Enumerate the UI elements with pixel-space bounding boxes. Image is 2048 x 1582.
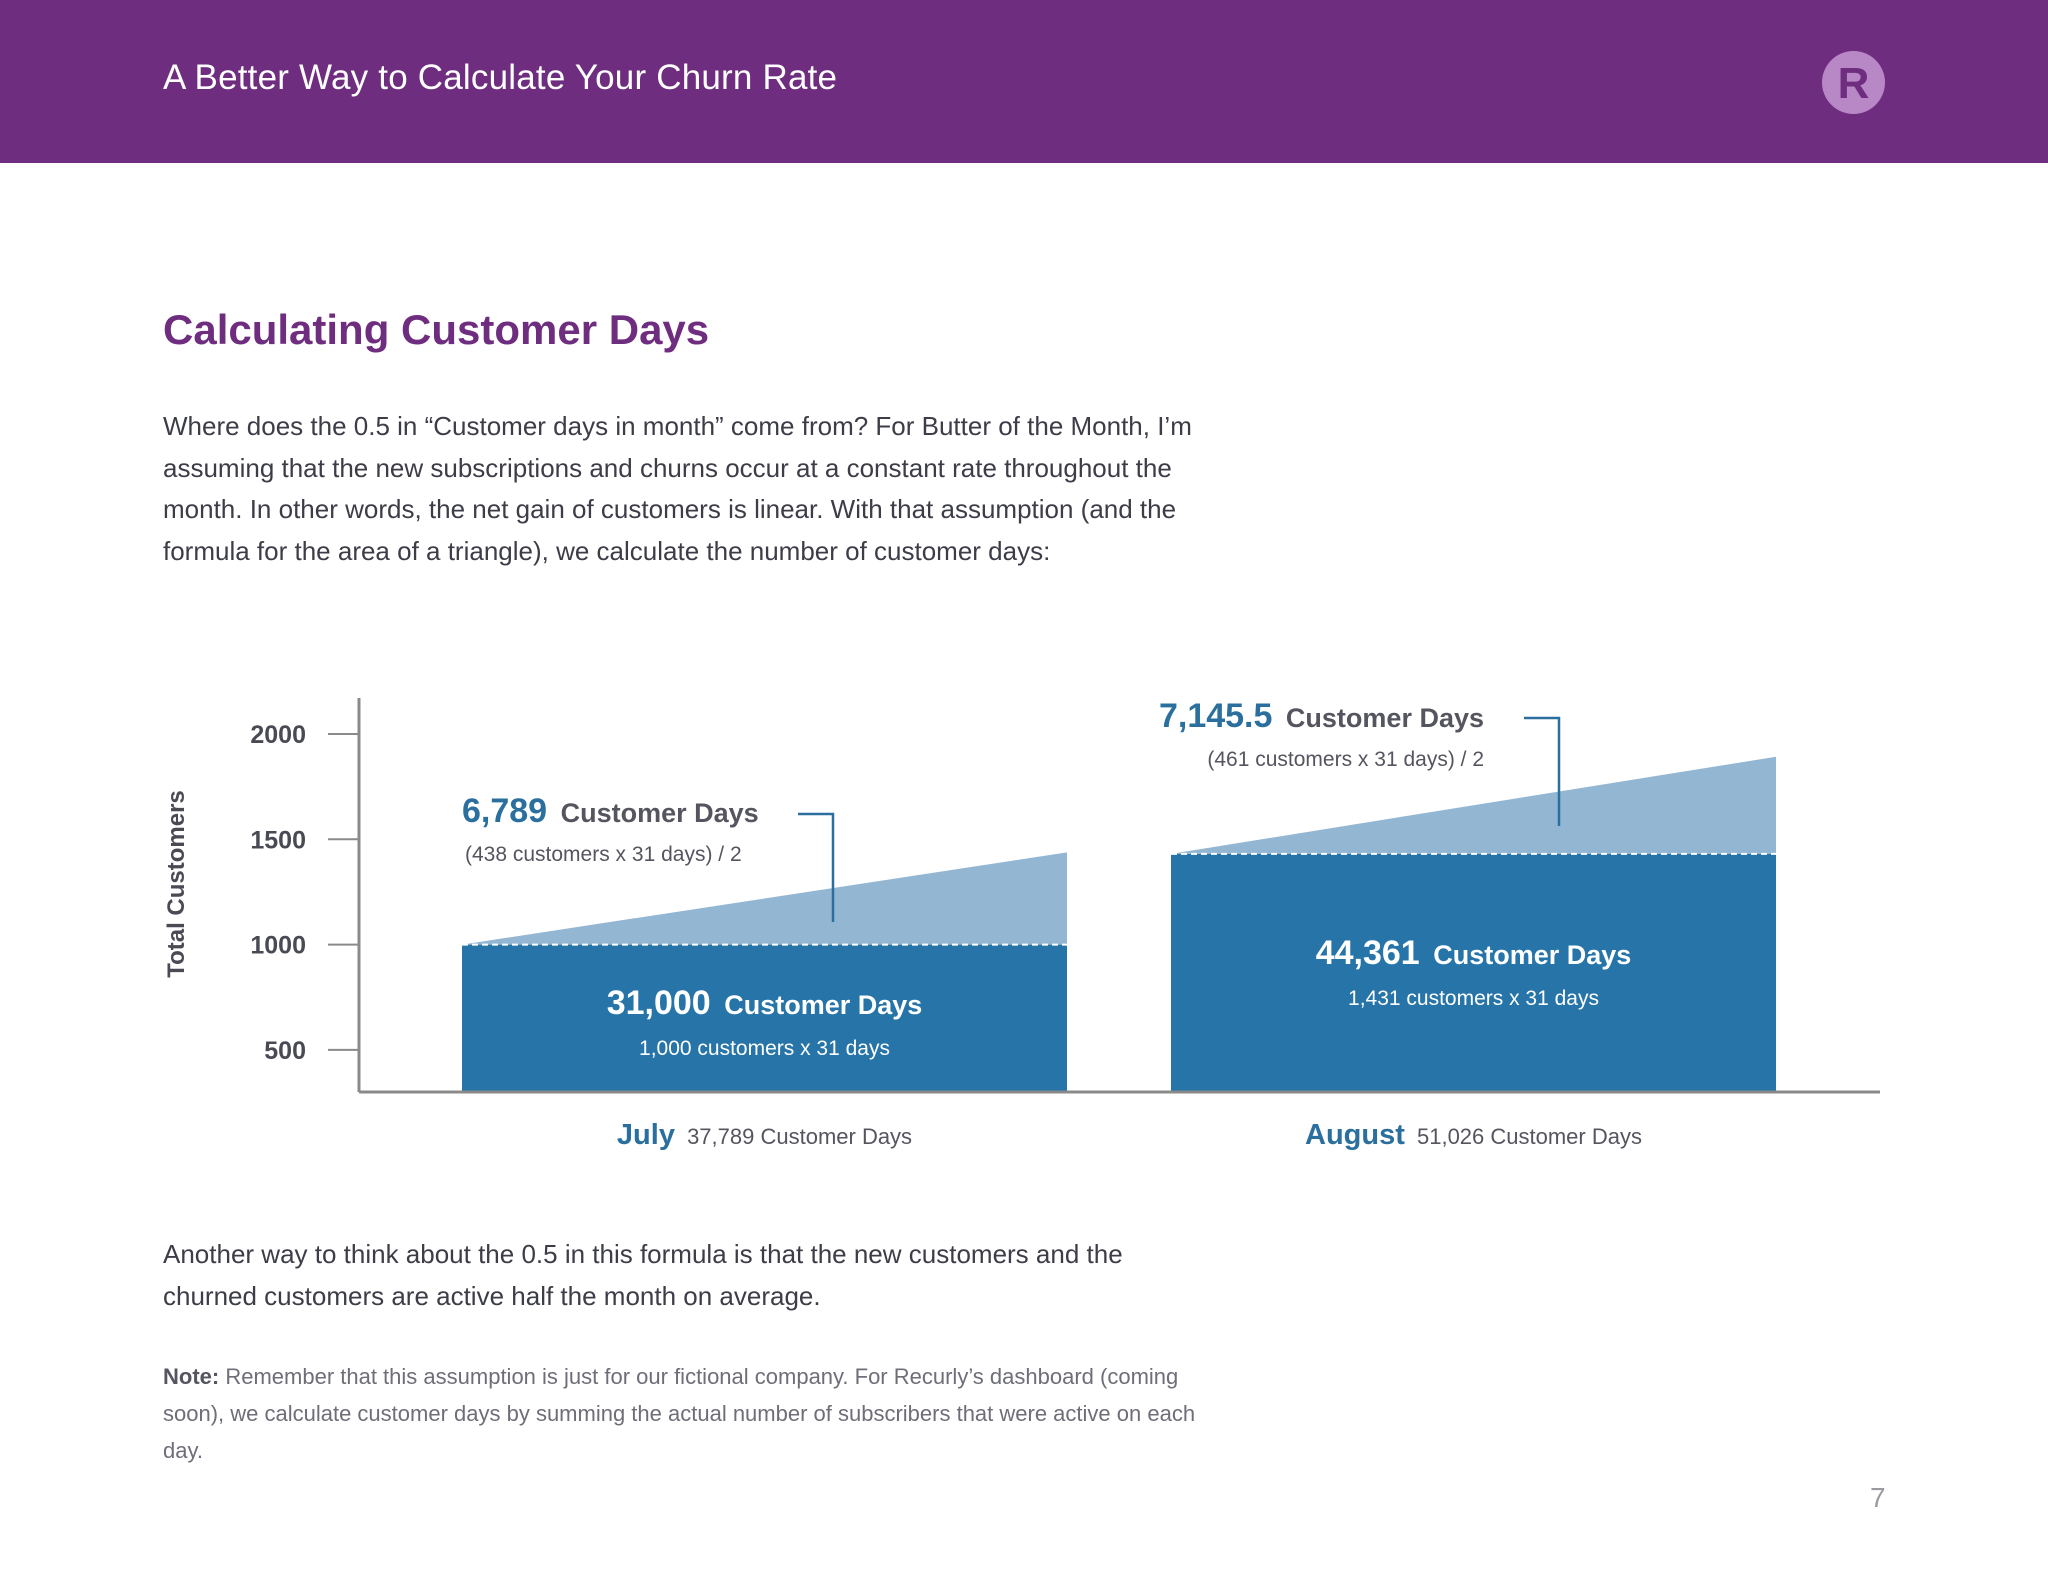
y-tick-label-2000: 2000 [250, 721, 306, 749]
note-label: Note: [163, 1364, 220, 1389]
chart-areas [462, 756, 1776, 1092]
recurly-logo-icon: R [1822, 51, 1885, 114]
chart-axes [357, 698, 1880, 1094]
triangle-value-label-august: 7,145.5 Customer Days [1159, 697, 1484, 735]
base-value-label-august: 44,361 Customer Days [1316, 934, 1632, 972]
callout-line-july [798, 812, 835, 922]
triangle-growth-july [462, 852, 1067, 945]
bar-base-august [1171, 853, 1776, 1092]
footnote: Note: Remember that this assumption is j… [163, 1358, 1223, 1469]
base-value-label-july: 31,000 Customer Days [607, 984, 923, 1022]
chart-labels: July 37,789 Customer Days August 51,026 C… [617, 1119, 1642, 1151]
base-formula-august: 1,431 customers x 31 days [1348, 987, 1599, 1010]
triangle-value-label-july: 6,789 Customer Days [462, 792, 759, 830]
intro-paragraph: Where does the 0.5 in “Customer days in … [163, 411, 1192, 566]
month-label-july: July 37,789 Customer Days [617, 1119, 912, 1151]
base-formula-july: 1,000 customers x 31 days [639, 1037, 890, 1060]
y-tick-label-1000: 1000 [250, 932, 306, 960]
triangle-formula-july: (438 customers x 31 days) / 2 [465, 843, 742, 866]
note-text: Remember that this assumption is just fo… [163, 1364, 1196, 1463]
y-tick-label-1500: 1500 [250, 826, 306, 854]
y-axis-label: Total Customers [163, 790, 190, 978]
page-number: 7 [1870, 1482, 1886, 1513]
logo-letter: R [1837, 59, 1870, 108]
chart-callouts: 6,789 Customer Days (438 customers x 31 d… [462, 697, 1631, 1060]
page-header: A Better Way to Calculate Your Churn Rat… [0, 0, 2048, 163]
month-label-august: August 51,026 Customer Days [1305, 1119, 1642, 1151]
document-title: A Better Way to Calculate Your Churn Rat… [163, 58, 838, 97]
callout-line-august [1524, 716, 1561, 826]
y-tick-label-500: 500 [264, 1037, 306, 1065]
chart-y-ticks: 500 1000 1500 2000 Total Customers [163, 721, 359, 1065]
customer-days-chart: 500 1000 1500 2000 Total Customers 6,789 Cus… [163, 697, 1880, 1151]
section-title: Calculating Customer Days [163, 306, 710, 353]
triangle-formula-august: (461 customers x 31 days) / 2 [1207, 748, 1484, 771]
bar-base-july [462, 944, 1067, 1092]
triangle-growth-august [1171, 756, 1776, 854]
closing-paragraph: Another way to think about the 0.5 in th… [163, 1239, 1123, 1311]
